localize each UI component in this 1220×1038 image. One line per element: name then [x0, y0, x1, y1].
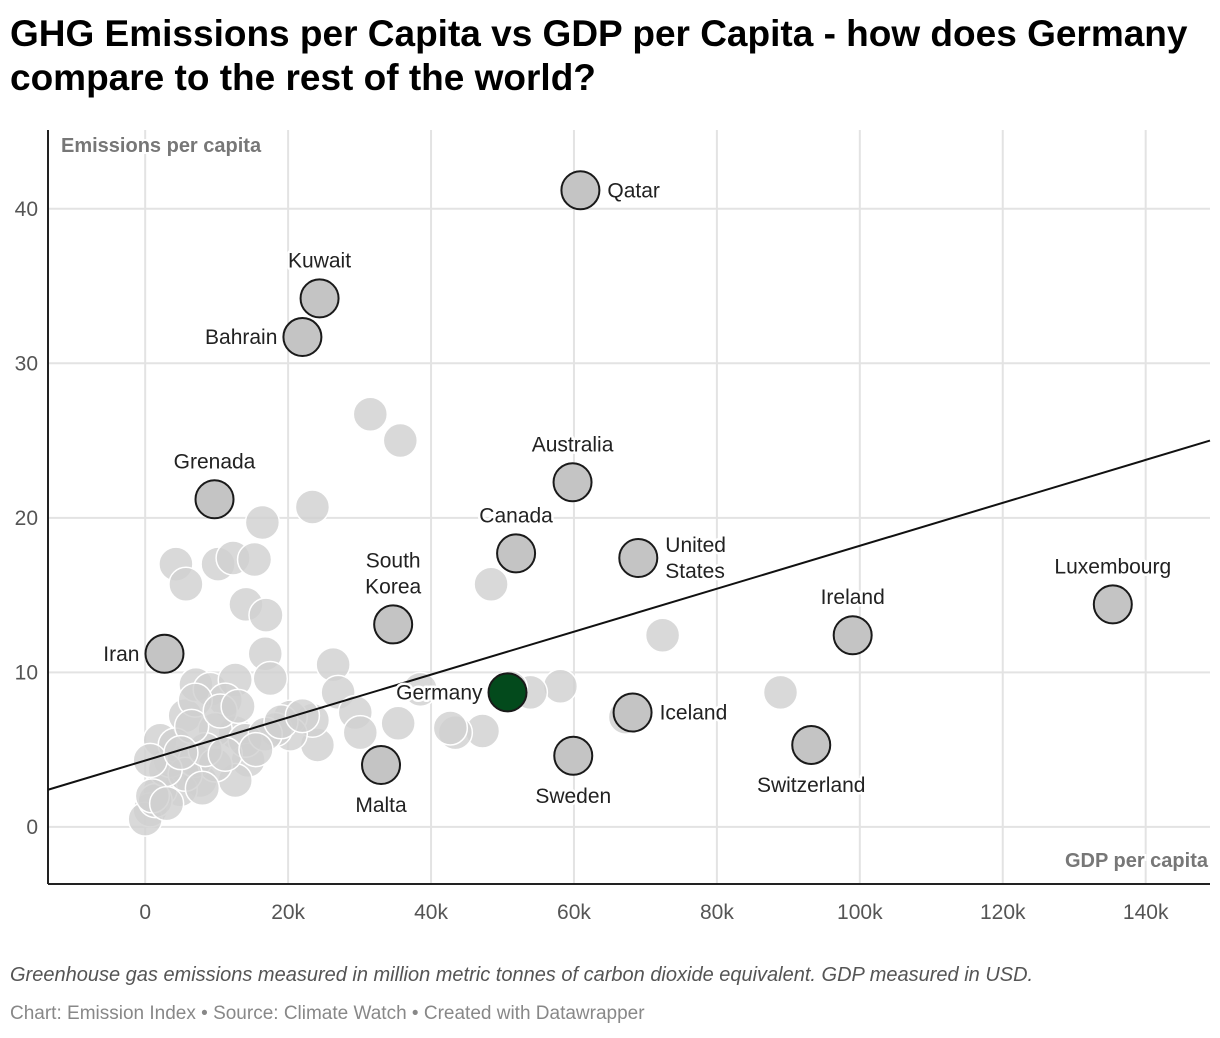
data-point: [244, 504, 281, 541]
point-label: Canada: [479, 504, 553, 527]
data-point: [238, 731, 274, 768]
point-label: Kuwait: [288, 249, 351, 272]
point-label: Grenada: [174, 450, 256, 473]
data-point-kuwait: [299, 278, 340, 319]
data-point: [132, 742, 168, 779]
point-label: Luxembourg: [1054, 555, 1171, 578]
point-label: Switzerland: [757, 774, 866, 797]
x-axis-title: GDP per capita: [1065, 850, 1209, 872]
trend-line: [47, 439, 1211, 791]
chart-byline: Chart: Emission Index • Source: Climate …: [10, 1003, 645, 1024]
y-tick-label: 0: [26, 816, 38, 839]
data-point: [352, 396, 389, 433]
data-point: [380, 705, 416, 742]
data-point-united-states: [618, 537, 659, 578]
y-axis-title: Emissions per capita: [61, 135, 262, 157]
data-point: [252, 660, 289, 697]
data-point: [382, 422, 419, 459]
data-point: [762, 674, 799, 711]
point-label: Iran: [103, 643, 139, 666]
point-label: United States: [665, 534, 726, 583]
data-point-iran: [144, 633, 185, 674]
data-point: [473, 566, 509, 603]
data-point: [148, 785, 185, 822]
data-point-sweden: [553, 735, 594, 776]
y-tick-label: 10: [15, 661, 38, 684]
data-point-ireland: [832, 615, 873, 656]
point-label: South Korea: [365, 549, 421, 598]
data-point: [294, 489, 331, 525]
data-point-germany: [487, 672, 528, 713]
point-label: Bahrain: [205, 326, 277, 349]
data-point-iceland: [612, 692, 653, 733]
data-point: [168, 566, 204, 603]
data-point: [163, 734, 199, 771]
data-point: [644, 617, 681, 653]
data-point-luxembourg: [1092, 584, 1133, 625]
data-point: [236, 541, 273, 578]
data-point-malta: [361, 745, 402, 786]
data-point-bahrain: [282, 317, 323, 358]
point-label: Ireland: [821, 586, 885, 609]
data-point: [207, 736, 243, 772]
x-tick-label: 80k: [700, 901, 734, 924]
data-point: [220, 688, 256, 725]
data-point-south-korea: [373, 604, 414, 645]
y-tick-label: 30: [15, 352, 38, 375]
data-point: [284, 697, 321, 734]
point-label: Germany: [396, 681, 483, 704]
y-tick-label: 40: [15, 198, 38, 221]
point-label: Qatar: [607, 179, 660, 202]
data-point-canada: [496, 533, 537, 574]
chart-notes: Greenhouse gas emissions measured in mil…: [10, 964, 1034, 986]
point-label: Sweden: [535, 785, 611, 808]
point-label: Malta: [355, 794, 407, 817]
data-point-australia: [552, 462, 593, 503]
data-point: [432, 710, 469, 746]
chart-title: GHG Emissions per Capita vs GDP per Capi…: [10, 13, 1188, 98]
x-tick-label: 100k: [837, 901, 883, 924]
data-point-grenada: [194, 479, 235, 520]
x-tick-label: 60k: [557, 901, 591, 924]
data-point: [248, 597, 284, 633]
data-point: [542, 668, 579, 704]
data-point: [342, 714, 379, 751]
y-tick-label: 20: [15, 507, 38, 530]
point-label: Iceland: [660, 701, 728, 724]
x-tick-label: 140k: [1123, 901, 1169, 924]
data-point-switzerland: [791, 724, 832, 765]
point-label: Australia: [532, 433, 614, 456]
x-tick-label: 120k: [980, 901, 1026, 924]
x-tick-label: 0: [139, 901, 151, 924]
x-tick-label: 40k: [414, 901, 448, 924]
x-tick-label: 20k: [271, 901, 305, 924]
data-point: [184, 770, 221, 806]
data-point-qatar: [560, 170, 601, 211]
